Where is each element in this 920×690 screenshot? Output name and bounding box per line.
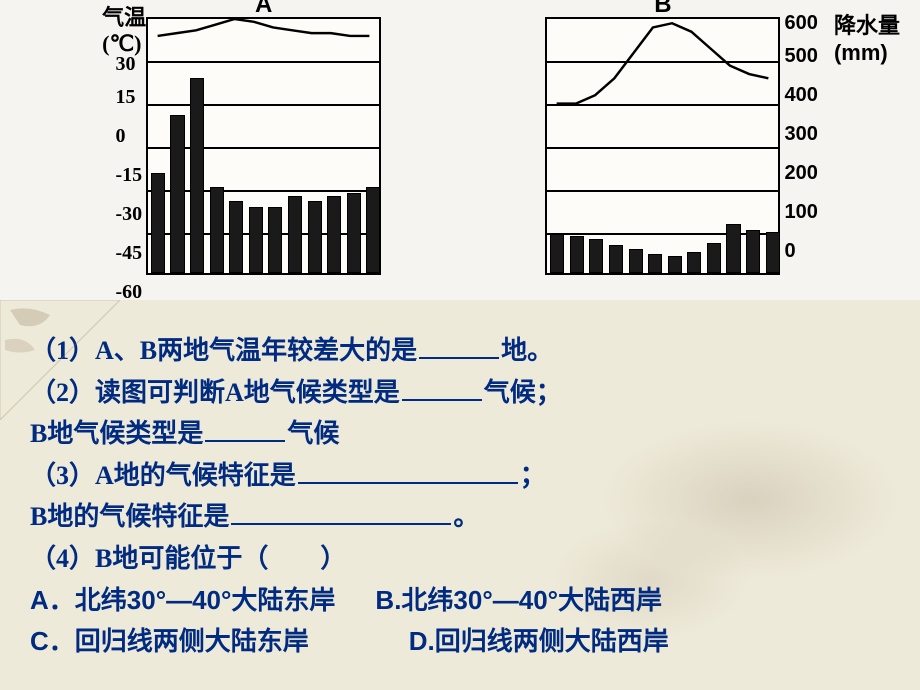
question-4: （4）B地可能位于（ ） [30,538,900,580]
question-area: （1）A、B两地气温年较差大的是地。 （2）读图可判断A地气候类型是气候； B地… [0,300,920,690]
bar [570,236,584,273]
chart-b-y-axis: 6005004003002001000 [780,5,817,271]
bar [249,207,263,273]
chart-b-container: B 14710月 6005004003002001000 [545,5,817,275]
bar [609,245,623,273]
question-1: （1）A、B两地气温年较差大的是地。 [30,330,900,372]
bar [170,115,184,273]
bar [229,201,243,273]
options-row-1: A．北纬30°—40°大陆东岸 B.北纬30°—40°大陆西岸 [30,580,900,622]
bar [746,230,760,273]
bar [347,193,361,273]
chart-b-title: B [654,0,671,19]
bar [268,207,282,273]
option-b: B.北纬30°—40°大陆西岸 [375,580,662,622]
bar [687,252,701,274]
bar [668,256,682,273]
chart-a-container: 气温 (℃) 30150-15-30-45-60 A 14710月 [102,5,381,312]
corner-decoration [0,300,120,420]
chart-area: 气温 (℃) 30150-15-30-45-60 A 14710月 B 1471… [0,0,920,300]
chart-a-y-label: 气温 (℃) [102,5,146,58]
question-3: （3）A地的气候特征是； [30,455,900,497]
question-2b: B地气候类型是气候 [30,413,900,455]
chart-a-y-axis: 气温 (℃) 30150-15-30-45-60 [102,5,146,312]
bar [308,201,322,273]
bar [327,196,341,273]
bar [629,249,643,273]
chart-a-title: A [255,0,272,19]
options-row-2: C．回归线两侧大陆东岸 D.回归线两侧大陆西岸 [30,621,900,663]
bar [707,243,721,273]
bar [766,232,780,273]
question-2: （2）读图可判断A地气候类型是气候； [30,372,900,414]
chart-b-box: B 14710月 [545,17,780,275]
bar [288,196,302,273]
option-d: D.回归线两侧大陆西岸 [409,621,669,663]
chart-a-box: A 14710月 [146,17,381,275]
bar [550,234,564,273]
bar [589,239,603,273]
bar [210,187,224,273]
bar [151,173,165,273]
question-3b: B地的气候特征是。 [30,496,900,538]
bar [190,78,204,273]
option-a: A．北纬30°—40°大陆东岸 [30,580,335,622]
bar [648,254,662,273]
chart-b-y-label: 降水量 (mm) [834,8,900,66]
option-c: C．回归线两侧大陆东岸 [30,621,309,663]
bar [726,224,740,273]
bar [366,187,380,273]
